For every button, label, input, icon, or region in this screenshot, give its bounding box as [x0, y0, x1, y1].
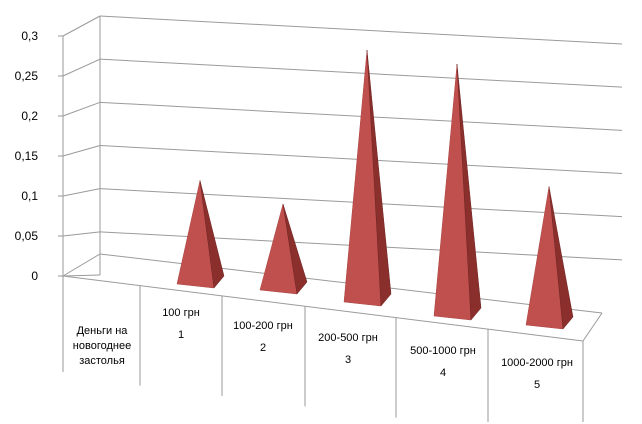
y-axis-ticks: 0 0,05 0,1 0,15 0,2 0,25 0,3: [15, 29, 39, 283]
pyramid-side-face: [366, 49, 392, 307]
floor-right-edge: [582, 312, 603, 342]
gridline: [99, 15, 623, 45]
gridline-side: [62, 188, 101, 197]
data-table: [62, 276, 584, 422]
gridline: [99, 58, 623, 88]
y-tick-label: 0,2: [21, 109, 38, 123]
pyramids: [176, 49, 574, 330]
row-header-label: Деньги на: [77, 325, 129, 337]
y-tick-label: 0,05: [15, 229, 39, 243]
y-tick-label: 0: [31, 269, 38, 283]
gridline-side: [62, 101, 101, 117]
category-label: 500-1000 грн: [410, 345, 476, 357]
gridline-side: [62, 231, 101, 237]
gridline-side: [62, 58, 101, 77]
pyramid-side-face: [456, 63, 482, 321]
y-tick-label: 0,25: [15, 69, 39, 83]
y-tick-label: 0,1: [21, 189, 38, 203]
category-label: 100-200 грн: [233, 320, 293, 332]
category-index: 2: [260, 342, 266, 354]
gridline-side: [62, 15, 101, 37]
category-index: 3: [345, 354, 351, 366]
row-header-label: застолья: [79, 355, 125, 367]
category-label: 1000-2000 грн: [501, 357, 573, 369]
pyramid-side-face: [548, 186, 574, 330]
category-index: 5: [534, 379, 540, 391]
gridline-side: [62, 145, 101, 157]
row-header-label: новогоднее: [73, 340, 131, 352]
floor-left-edge: [62, 253, 101, 277]
category-label: 100 грн: [162, 307, 200, 319]
gridline-side: [62, 274, 101, 277]
pyramid-side-face: [282, 203, 308, 295]
y-tick-label: 0,15: [15, 149, 39, 163]
category-index: 1: [178, 329, 184, 341]
floor-front-edge: [62, 275, 584, 342]
category-label: 200-500 грн: [318, 332, 378, 344]
category-labels: 100 грн 1 100-200 грн 2 200-500 грн 3 500-1000…: [73, 307, 573, 391]
pyramid-side-face: [199, 180, 225, 289]
category-index: 4: [440, 367, 446, 379]
y-tick-label: 0,3: [21, 29, 38, 43]
